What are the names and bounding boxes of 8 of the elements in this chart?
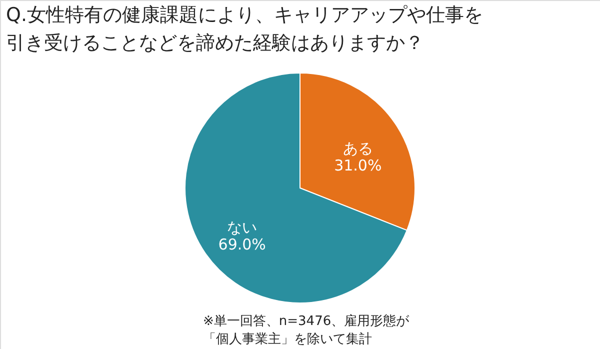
data-label: 69.0% bbox=[218, 235, 266, 254]
text: ※単一回答、n=3476、雇用形態が bbox=[203, 313, 410, 329]
text: Q.女性特有の健康課題により、キャリアアップや仕事を bbox=[6, 4, 483, 26]
data-label: 31.0% bbox=[334, 156, 382, 175]
text: 「個人事業主」を除いて集計 bbox=[203, 331, 372, 347]
text: 引き受けることなどを諦めた経験はありますか？ bbox=[6, 32, 424, 54]
slice-label: ある bbox=[342, 140, 373, 158]
slice-label: ない bbox=[227, 218, 258, 236]
